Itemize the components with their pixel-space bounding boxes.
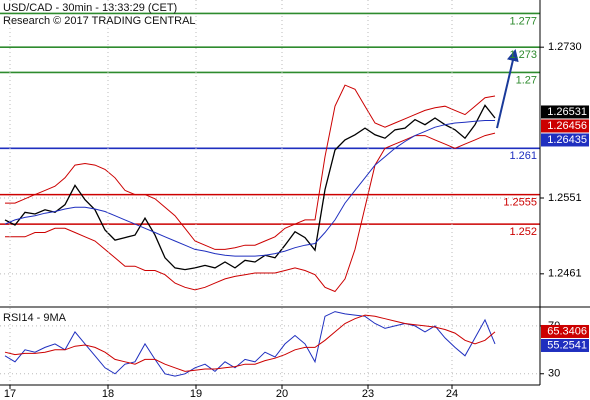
level-label: 1.261 (509, 150, 537, 162)
price-box (541, 133, 589, 147)
y-tick-label: 1.2461 (548, 268, 582, 280)
price-box (541, 338, 589, 352)
x-tick-label: 20 (276, 388, 288, 400)
x-tick-label: 19 (190, 388, 202, 400)
x-tick-label: 17 (4, 388, 16, 400)
header-title: USD/CAD - 30min - 13:33:29 (CET) (3, 2, 177, 14)
level-label: 1.27 (516, 74, 537, 86)
rsi-title: RSI14 - 9MA (3, 312, 67, 324)
x-tick-label: 24 (446, 388, 458, 400)
series-line (5, 84, 496, 250)
y-tick-label: 30 (548, 368, 560, 380)
series-line (4, 314, 496, 372)
level-label: 1.273 (509, 49, 537, 61)
price-box-label: 1.26456 (547, 120, 587, 132)
y-tick-label: 1.2551 (548, 192, 582, 204)
y-tick-label: 1.2730 (548, 41, 582, 53)
x-tick-label: 18 (102, 388, 114, 400)
price-box-label: 65.3406 (547, 325, 587, 337)
price-box (541, 324, 589, 338)
price-box-label: 1.26531 (547, 106, 587, 118)
price-box (541, 119, 589, 133)
series-line (4, 120, 495, 257)
x-tick-label: 23 (362, 388, 374, 400)
level-label: 1.2555 (503, 197, 537, 209)
header-copyright: Research © 2017 TRADING CENTRAL (3, 15, 196, 27)
price-box-label: 1.26435 (547, 134, 587, 146)
price-box-label: 55.2541 (547, 339, 587, 351)
level-label: 1.277 (509, 15, 537, 27)
price-box (541, 105, 589, 119)
forecast-arrow (496, 49, 519, 129)
level-label: 1.252 (509, 226, 537, 238)
series-line (4, 104, 496, 271)
plot-area (0, 0, 540, 385)
